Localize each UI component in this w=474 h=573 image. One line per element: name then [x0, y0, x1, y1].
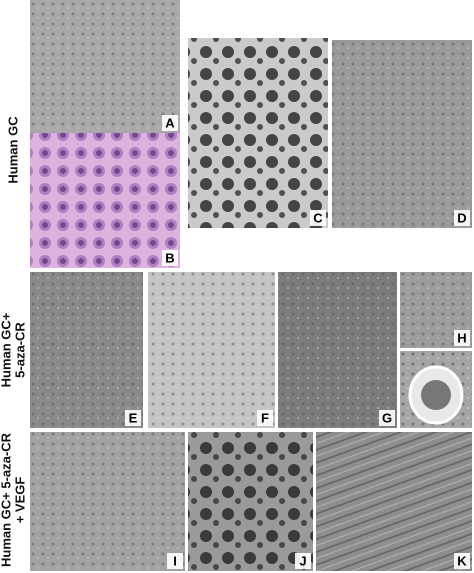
letter-box [295, 553, 311, 569]
nucleus [421, 380, 451, 410]
panel: H [400, 272, 472, 348]
row-label: Human GC [5, 116, 20, 184]
panel-texture [30, 133, 180, 268]
panel: G [278, 272, 397, 428]
panel-texture [30, 432, 185, 571]
panel: A [30, 0, 180, 133]
letter-box [379, 410, 395, 426]
letter-box [310, 210, 326, 226]
panel-texture [188, 432, 313, 571]
row-label: 5-aza-CR [12, 322, 27, 378]
panel-letter: I [173, 553, 177, 568]
panel-letter: C [313, 210, 323, 225]
panel-letter: H [457, 330, 466, 345]
panel-letter: G [382, 410, 392, 425]
panel: J [188, 432, 313, 571]
panel-texture [30, 0, 180, 133]
row-label: + VEGF [12, 477, 27, 524]
row-label: Human GC+ 5-aza-CR [0, 432, 13, 567]
letter-box [125, 410, 141, 426]
panel-texture [316, 432, 472, 571]
panel-texture [148, 272, 275, 428]
panel: C [188, 38, 328, 228]
panel: I [30, 432, 185, 571]
letter-box [167, 553, 183, 569]
panel: F [148, 272, 275, 428]
panel-letter: A [165, 115, 175, 130]
panel-letter: J [299, 553, 306, 568]
letter-box [257, 410, 273, 426]
letter-box [162, 250, 178, 266]
panel-letter: B [165, 250, 174, 265]
panel-texture [278, 272, 397, 428]
panel-letter: D [457, 210, 466, 225]
panel: E [30, 272, 143, 428]
row-label: Human GC+ [0, 312, 13, 387]
panel: B [30, 133, 180, 268]
letter-box [454, 210, 470, 226]
panel-texture [332, 40, 472, 228]
panel-letter: K [457, 553, 467, 568]
panel-letter: E [129, 410, 138, 425]
letter-box [454, 553, 470, 569]
panel: K [316, 432, 472, 571]
panel-texture [30, 272, 143, 428]
letter-box [162, 115, 178, 131]
letter-box [454, 330, 470, 346]
panel-letter: F [261, 410, 269, 425]
panel-texture [188, 38, 328, 228]
panel: D [332, 40, 472, 228]
